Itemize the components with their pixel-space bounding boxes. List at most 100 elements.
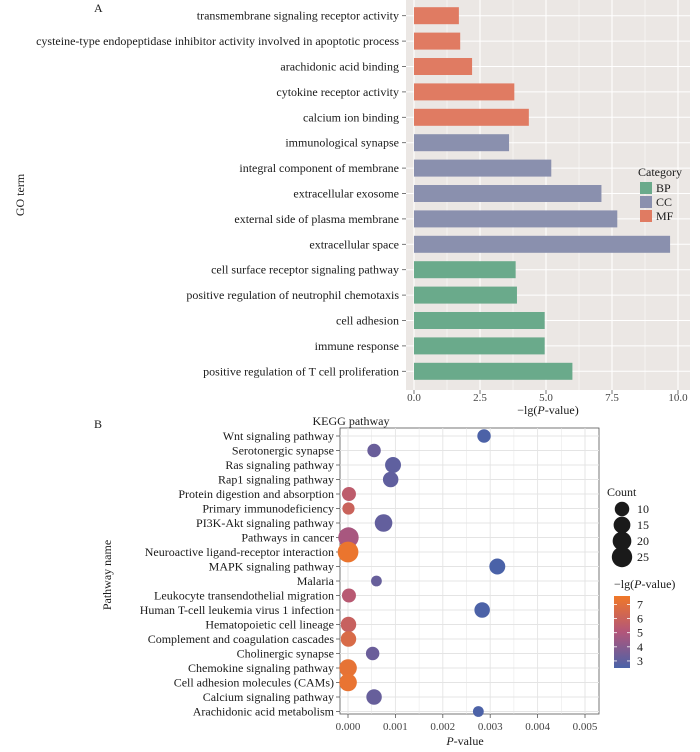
pathway-point: [338, 527, 359, 548]
term-label: positive regulation of neutrophil chemot…: [186, 288, 399, 302]
bar: [414, 362, 573, 380]
pathway-label: Pathways in cancer: [241, 531, 334, 545]
count-legend: Count 10 15 20 25: [607, 485, 649, 568]
panel-b-x-axis-title: P-value: [445, 734, 483, 748]
pathway-point: [371, 575, 382, 587]
panel-a-y-axis-title: GO term: [13, 173, 27, 216]
pathway-label: Calcium signaling pathway: [203, 690, 334, 704]
panel-a-label: A: [94, 1, 103, 15]
bar: [414, 312, 545, 329]
count-legend-circle: [614, 501, 630, 517]
pathway-label: Ras signaling pathway: [225, 458, 334, 472]
x-tick-label: 10.0: [668, 392, 688, 404]
pathway-point: [341, 487, 356, 501]
x-tick-label: 0.005: [573, 721, 598, 733]
term-label: positive regulation of T cell proliferat…: [203, 364, 399, 378]
pathway-point: [366, 689, 382, 705]
bar: [414, 134, 510, 152]
count-legend-circle: [613, 516, 631, 534]
pathway-point: [337, 541, 359, 563]
term-label: transmembrane signaling receptor activit…: [197, 9, 399, 23]
legend-label-bp: BP: [656, 181, 671, 195]
pathway-label: PI3K-Akt signaling pathway: [196, 516, 334, 530]
pathway-label: MAPK signaling pathway: [209, 560, 334, 574]
pathway-label: Human T-cell leukemia virus 1 infection: [140, 603, 334, 617]
term-label: cytokine receptor activity: [276, 85, 399, 99]
term-label: extracellular exosome: [293, 187, 399, 201]
pathway-point: [339, 659, 357, 677]
pathway-label: Malaria: [297, 574, 335, 588]
panel-a-bars: [414, 7, 671, 380]
color-legend-tick-label: 7: [637, 597, 643, 611]
pathway-point: [367, 443, 381, 458]
pathway-point: [374, 514, 393, 532]
pathway-point: [385, 457, 401, 473]
bar: [414, 337, 545, 355]
panel-a-x-axis-title: −lg(P-value): [517, 403, 578, 417]
pathway-point: [341, 588, 356, 603]
count-legend-circle: [611, 546, 633, 568]
pathway-label: Primary immunodeficiency: [202, 502, 334, 516]
x-tick-label: 0.004: [525, 721, 550, 733]
color-legend-tick-label: 6: [637, 612, 643, 626]
pathway-point: [339, 673, 357, 692]
x-tick-label: 0.003: [478, 721, 503, 733]
count-legend-title: Count: [607, 485, 637, 499]
x-tick-label: 0.001: [383, 721, 408, 733]
pathway-label: Wnt signaling pathway: [223, 429, 334, 443]
pathway-point: [489, 558, 506, 575]
legend-title: Category: [638, 165, 682, 179]
color-legend-tick-label: 3: [637, 654, 643, 668]
panel-b: B KEGG pathway Wnt signaling pathwaySero…: [94, 414, 675, 748]
count-legend-label: 15: [637, 518, 649, 532]
panel-a-x-ticks: 0.0 2.5 5.0 7.5 10.0: [407, 390, 688, 404]
panel-b-points: [337, 429, 506, 717]
color-legend-title: −lg(P-value): [614, 577, 675, 591]
pathway-point: [472, 706, 484, 717]
term-label: cell adhesion: [336, 314, 399, 328]
color-legend-tick-label: 5: [637, 626, 643, 640]
x-tick-label: 0.000: [336, 721, 361, 733]
panel-b-x-ticks: 0.000 0.001 0.002 0.003 0.004 0.005: [336, 714, 598, 733]
count-legend-label: 10: [637, 502, 649, 516]
panel-a: A transmembrane signaling receptor activ…: [13, 0, 690, 417]
legend-swatch-cc: [640, 196, 652, 208]
x-tick-label: 2.5: [473, 392, 487, 404]
color-legend-bar: [614, 596, 630, 668]
legend-swatch-bp: [640, 182, 652, 194]
term-label: arachidonic acid binding: [280, 60, 399, 74]
x-tick-label: 7.5: [605, 392, 619, 404]
pathway-point: [340, 616, 357, 633]
x-tick-label: 0.0: [407, 392, 421, 404]
term-label: extracellular space: [309, 237, 399, 251]
bar: [414, 108, 529, 126]
pathway-label: Complement and coagulation cascades: [148, 632, 335, 646]
term-label: cell surface receptor signaling pathway: [211, 263, 399, 277]
bar: [414, 58, 473, 75]
legend-label-cc: CC: [656, 195, 672, 209]
x-tick-label: 5.0: [539, 392, 553, 404]
pathway-label: Neuroactive ligand-receptor interaction: [145, 545, 334, 559]
panel-b-y-axis-title: Pathway name: [100, 540, 114, 610]
count-legend-label: 20: [637, 534, 649, 548]
panel-b-label: B: [94, 417, 102, 431]
term-label: immune response: [315, 339, 399, 353]
count-legend-circle: [612, 531, 632, 551]
legend-label-mf: MF: [656, 209, 674, 223]
pathway-label: Protein digestion and absorption: [178, 487, 334, 501]
panel-b-title: KEGG pathway: [313, 414, 390, 428]
term-label: external side of plasma membrane: [234, 212, 399, 226]
bar: [414, 159, 552, 177]
pathway-point: [342, 502, 355, 515]
pathway-point: [474, 602, 490, 618]
bar: [414, 235, 671, 253]
pathway-label: Chemokine signaling pathway: [188, 661, 334, 675]
pathway-point: [340, 631, 357, 647]
legend-swatch-mf: [640, 210, 652, 222]
x-tick-label: 0.002: [430, 721, 455, 733]
pathway-label: Hematopoietic cell lineage: [205, 618, 334, 632]
